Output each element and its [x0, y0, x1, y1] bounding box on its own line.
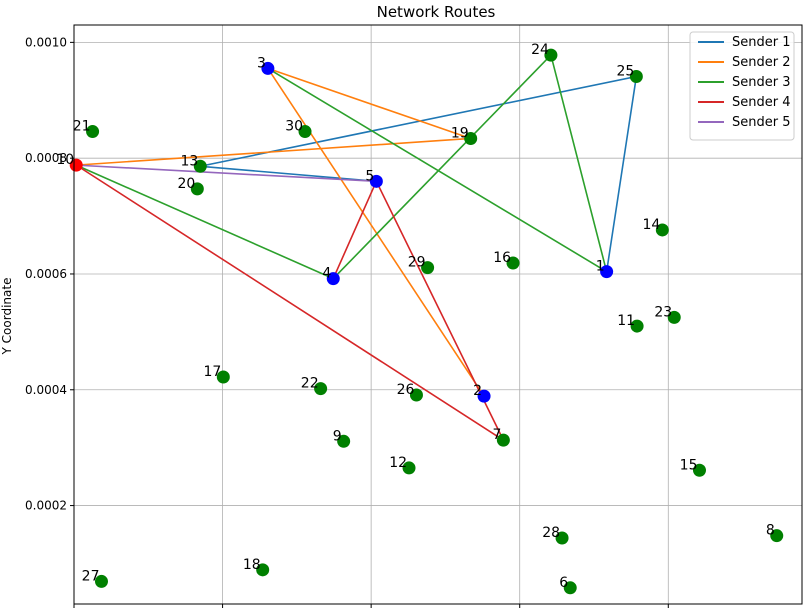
- node-label-9: 9: [333, 428, 342, 444]
- node-labels: 1234567891011121314151617181920212223242…: [56, 42, 774, 591]
- node-label-24: 24: [531, 42, 549, 58]
- node-label-23: 23: [654, 304, 672, 320]
- node-label-29: 29: [408, 255, 426, 271]
- node-label-5: 5: [365, 168, 374, 184]
- node-label-8: 8: [766, 523, 775, 539]
- tick-layer: 0.0002 0.0004 0.0006 0.0008 0.0010: [25, 35, 669, 608]
- legend-box: [689, 31, 795, 141]
- node-label-13: 13: [180, 153, 198, 169]
- node-marker-30: [298, 125, 312, 139]
- node-marker-14: [655, 223, 669, 237]
- node-markers: [69, 48, 784, 595]
- node-marker-7: [496, 433, 510, 447]
- y-tick-label: 0.0002: [25, 499, 67, 513]
- legend-label: Sender 2: [732, 55, 791, 70]
- node-marker-1: [600, 265, 614, 279]
- node-label-17: 17: [203, 364, 221, 380]
- y-tick-label: 0.0010: [25, 35, 67, 49]
- node-marker-6: [563, 581, 577, 595]
- legend-label: Sender 3: [732, 75, 791, 90]
- node-marker-4: [326, 272, 340, 286]
- node-label-15: 15: [680, 457, 698, 473]
- node-label-2: 2: [473, 383, 482, 399]
- node-marker-20: [190, 182, 204, 196]
- node-label-18: 18: [243, 557, 261, 573]
- node-marker-2: [477, 389, 491, 403]
- node-label-19: 19: [451, 125, 469, 141]
- legend-label: Sender 5: [732, 115, 791, 130]
- y-tick-label: 0.0008: [25, 151, 67, 165]
- node-marker-18: [256, 563, 270, 577]
- node-label-16: 16: [493, 250, 511, 266]
- node-label-14: 14: [643, 217, 661, 233]
- node-label-4: 4: [322, 266, 331, 282]
- node-marker-28: [555, 531, 569, 545]
- node-marker-11: [630, 319, 644, 333]
- node-label-26: 26: [397, 382, 415, 398]
- node-label-20: 20: [177, 176, 195, 192]
- node-label-10: 10: [56, 152, 74, 168]
- legend: Sender 1 Sender 2 Sender 3 Sender 4 Sender 5: [689, 31, 795, 141]
- node-marker-16: [506, 256, 520, 270]
- plot-frame: [73, 24, 803, 605]
- y-tick-label: 0.0004: [25, 383, 67, 397]
- node-marker-5: [369, 174, 383, 188]
- node-label-6: 6: [559, 575, 568, 591]
- node-label-28: 28: [542, 525, 560, 541]
- node-marker-8: [770, 529, 784, 543]
- chart-title: Network Routes: [377, 3, 496, 21]
- y-tick-label: 0.0006: [25, 267, 67, 281]
- node-marker-3: [261, 61, 275, 75]
- node-label-22: 22: [301, 376, 319, 392]
- node-label-11: 11: [617, 313, 635, 329]
- legend-label: Sender 4: [732, 95, 791, 110]
- node-label-12: 12: [389, 455, 407, 471]
- node-marker-21: [86, 125, 100, 139]
- node-marker-10: [69, 158, 83, 172]
- route-line-sender-5: [76, 164, 377, 183]
- node-marker-22: [314, 382, 328, 396]
- node-marker-27: [94, 574, 108, 588]
- node-marker-24: [544, 48, 558, 62]
- node-marker-17: [216, 370, 230, 384]
- route-line-sender-1: [199, 75, 638, 272]
- legend-label: Sender 1: [732, 35, 791, 50]
- node-marker-13: [193, 159, 207, 173]
- node-marker-29: [421, 261, 435, 275]
- node-label-30: 30: [285, 119, 303, 135]
- node-label-3: 3: [257, 55, 266, 71]
- node-marker-25: [629, 70, 643, 84]
- node-label-1: 1: [596, 259, 605, 275]
- route-line-sender-2: [76, 67, 485, 397]
- node-label-25: 25: [617, 64, 635, 80]
- node-marker-9: [337, 434, 351, 448]
- node-marker-23: [667, 310, 681, 324]
- grid-layer: [73, 25, 802, 604]
- node-marker-12: [402, 461, 416, 475]
- node-marker-15: [692, 463, 706, 477]
- node-label-7: 7: [492, 427, 501, 443]
- node-marker-19: [464, 131, 478, 145]
- node-marker-26: [409, 388, 423, 402]
- node-label-21: 21: [73, 119, 91, 135]
- route-line-sender-4: [75, 164, 505, 441]
- y-axis-label: Y Coordinate: [0, 278, 14, 356]
- node-label-27: 27: [82, 568, 100, 584]
